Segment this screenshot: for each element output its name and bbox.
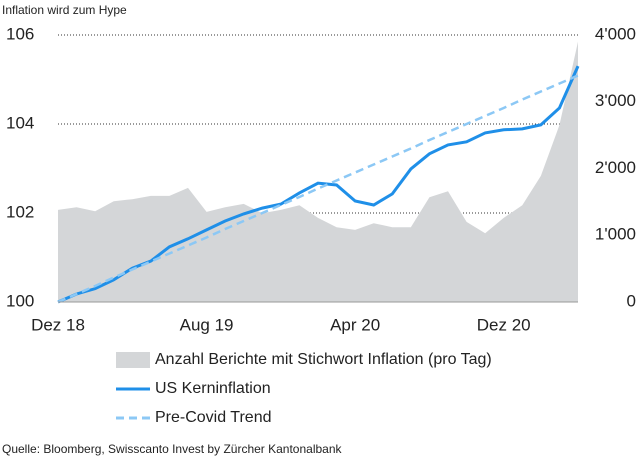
y2-tick-label: 2'000 — [595, 158, 636, 177]
y-tick-label: 100 — [6, 291, 34, 310]
line — [57, 74, 579, 304]
y2-tick-label: 3'000 — [595, 91, 636, 110]
x-tick-label: Apr 20 — [330, 315, 380, 334]
legend-swatch — [116, 352, 150, 368]
source: Quelle: Bloomberg, Swisscanto Invest by … — [2, 442, 343, 456]
legend-label: Anzahl Berichte mit Stichwort Inflation … — [155, 351, 492, 368]
legend-label: Pre-Covid Trend — [155, 409, 272, 426]
legend-label: US Kerninflation — [155, 380, 271, 397]
y-tick-label: 106 — [6, 24, 34, 43]
y2-tick-label: 0 — [627, 291, 636, 310]
y2-tick-label: 4'000 — [595, 24, 636, 43]
x-tick-label: Dez 20 — [477, 315, 531, 334]
chart-title: Inflation wird zum Hype — [2, 3, 127, 17]
y2-tick-label: 1'000 — [595, 225, 636, 244]
x-tick-label: Dez 18 — [31, 315, 85, 334]
x-tick-label: Aug 19 — [180, 315, 234, 334]
area — [58, 41, 578, 303]
y-tick-label: 102 — [6, 202, 34, 221]
y-tick-label: 104 — [6, 113, 34, 132]
